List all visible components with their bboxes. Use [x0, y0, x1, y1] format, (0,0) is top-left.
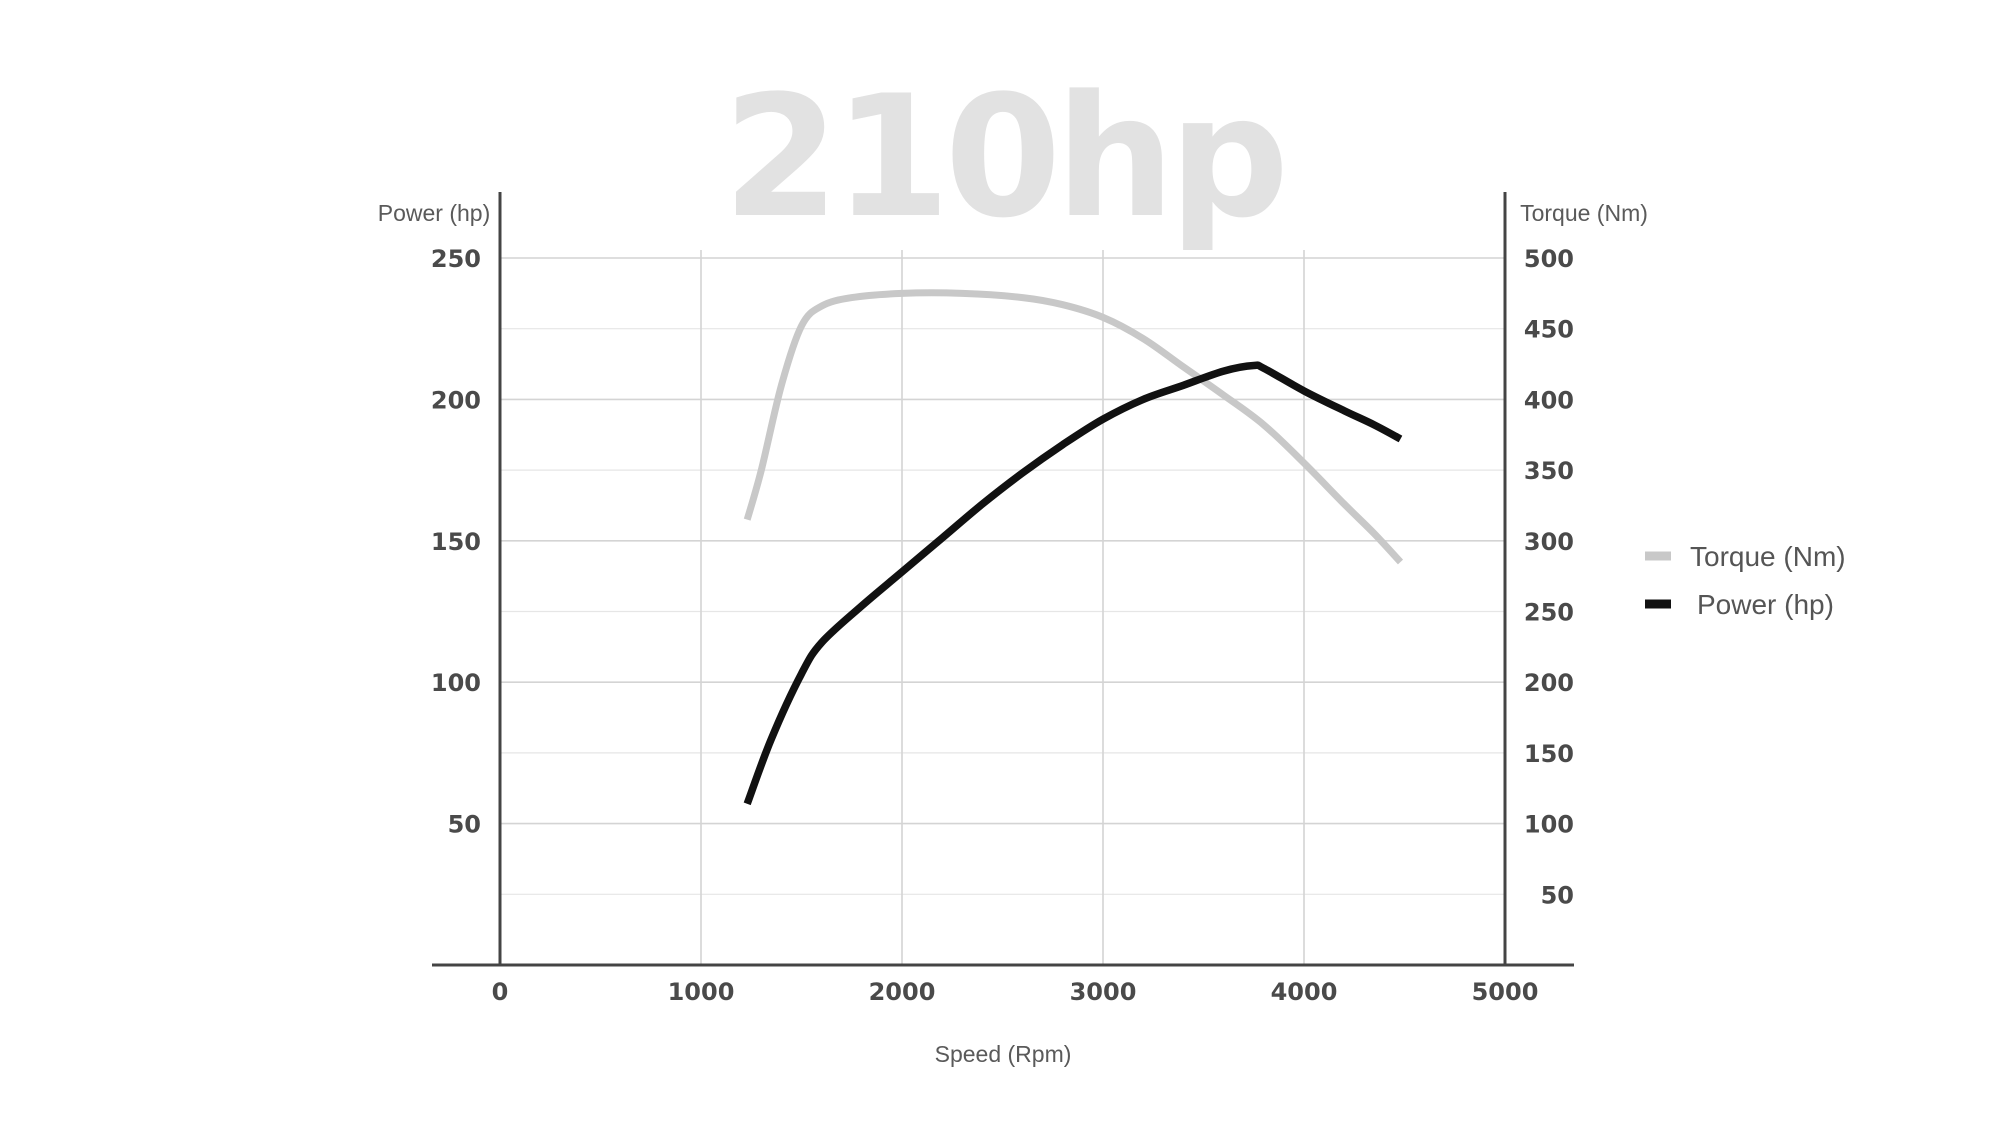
y-axis-left-title: Power (hp) [378, 200, 490, 226]
y-tick-label-right: 400 [1524, 386, 1574, 414]
y-tick-label-right: 100 [1524, 811, 1574, 839]
y-tick-label-right: 250 [1524, 599, 1574, 627]
legend-label-torque: Torque (Nm) [1690, 541, 1846, 572]
y-tick-label-right: 300 [1524, 528, 1574, 556]
x-tick-label: 4000 [1271, 978, 1338, 1006]
x-tick-label: 0 [492, 978, 509, 1006]
ticks-layer: 0 1000 2000 3000 4000 5000 50 100 150 200 250 50 100… [431, 245, 1574, 1006]
y-tick-label-right: 350 [1524, 457, 1574, 485]
y-tick-label-right: 500 [1524, 245, 1574, 273]
grid-layer [500, 250, 1505, 965]
x-axis-title: Speed (Rpm) [935, 1041, 1072, 1067]
series-line-torque [743, 289, 1404, 565]
y-tick-label-left: 250 [431, 245, 481, 273]
axes-layer [432, 192, 1574, 967]
legend: Torque (Nm) Power (hp) [1645, 541, 1846, 620]
y-tick-label-left: 200 [431, 386, 481, 414]
y-tick-label-right: 150 [1524, 740, 1574, 768]
series-layer [743, 289, 1404, 806]
y-axis-right-title: Torque (Nm) [1520, 200, 1648, 226]
x-tick-label: 3000 [1070, 978, 1137, 1006]
y-tick-label-left: 50 [448, 811, 481, 839]
y-tick-label-left: 100 [431, 669, 481, 697]
x-tick-label: 1000 [668, 978, 735, 1006]
x-tick-label: 2000 [869, 978, 936, 1006]
chart-title: 210hp [723, 59, 1284, 255]
y-tick-label-left: 150 [431, 528, 481, 556]
x-tick-label: 5000 [1472, 978, 1539, 1006]
legend-label-power: Power (hp) [1697, 589, 1834, 620]
series-line-power [743, 361, 1403, 806]
y-tick-label-right: 200 [1524, 669, 1574, 697]
y-tick-label-right: 50 [1541, 881, 1574, 909]
y-tick-label-right: 450 [1524, 316, 1574, 344]
